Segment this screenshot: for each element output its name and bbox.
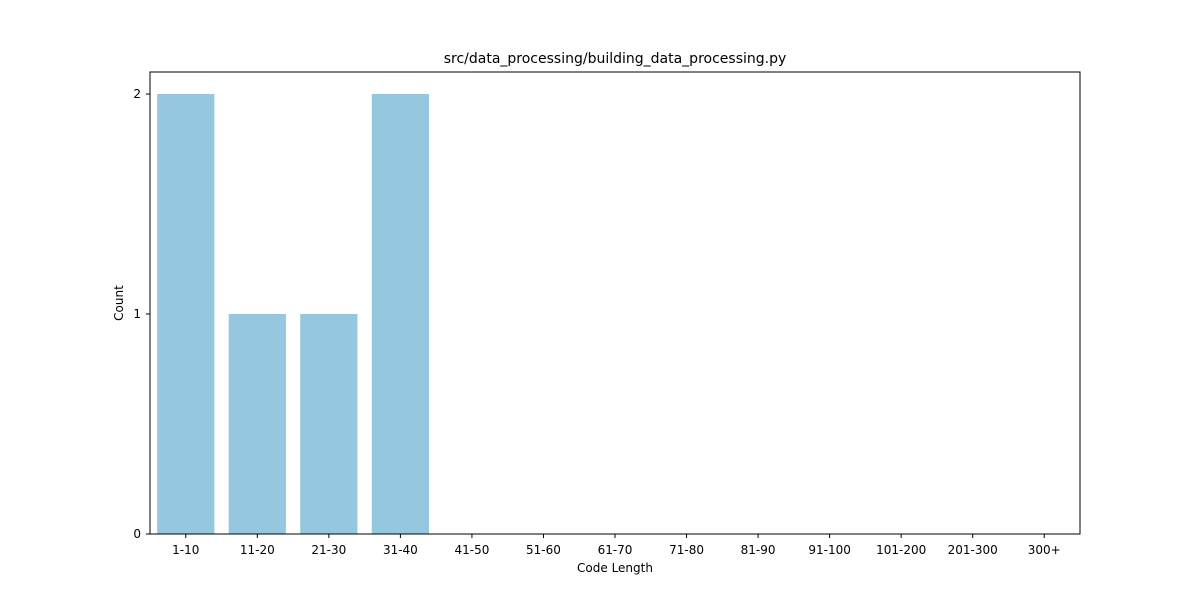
x-tick-label: 21-30 <box>311 543 346 557</box>
x-tick-label: 81-90 <box>741 543 776 557</box>
plot-frame <box>149 71 1081 535</box>
x-tick-label: 51-60 <box>526 543 561 557</box>
bar-31-40 <box>371 94 429 534</box>
y-axis-label: Count <box>112 285 126 321</box>
bar-11-20 <box>228 314 286 534</box>
x-tick-label: 71-80 <box>669 543 704 557</box>
x-tick-label: 91-100 <box>808 543 851 557</box>
y-tick-label: 1 <box>133 307 141 321</box>
x-tick-label: 11-20 <box>240 543 275 557</box>
x-ticks-group: 1-10 11-20 21-30 31-40 41-50 51-60 61-70 71-80 8… <box>172 534 1061 557</box>
x-tick-label: 101-200 <box>876 543 926 557</box>
x-tick-label: 201-300 <box>948 543 998 557</box>
bars-group <box>157 94 429 534</box>
x-tick-label: 31-40 <box>383 543 418 557</box>
x-tick-label: 41-50 <box>454 543 489 557</box>
x-tick-label: 1-10 <box>172 543 199 557</box>
x-tick-label: 300+ <box>1028 543 1061 557</box>
y-ticks-group: 0 1 2 <box>133 87 150 541</box>
y-tick-label: 2 <box>133 87 141 101</box>
x-tick-label: 61-70 <box>598 543 633 557</box>
x-axis-label: Code Length <box>577 561 653 575</box>
bar-21-30 <box>300 314 358 534</box>
y-tick-label: 0 <box>133 527 141 541</box>
bar-1-10 <box>157 94 215 534</box>
chart-title: src/data_processing/building_data_proces… <box>444 51 787 67</box>
